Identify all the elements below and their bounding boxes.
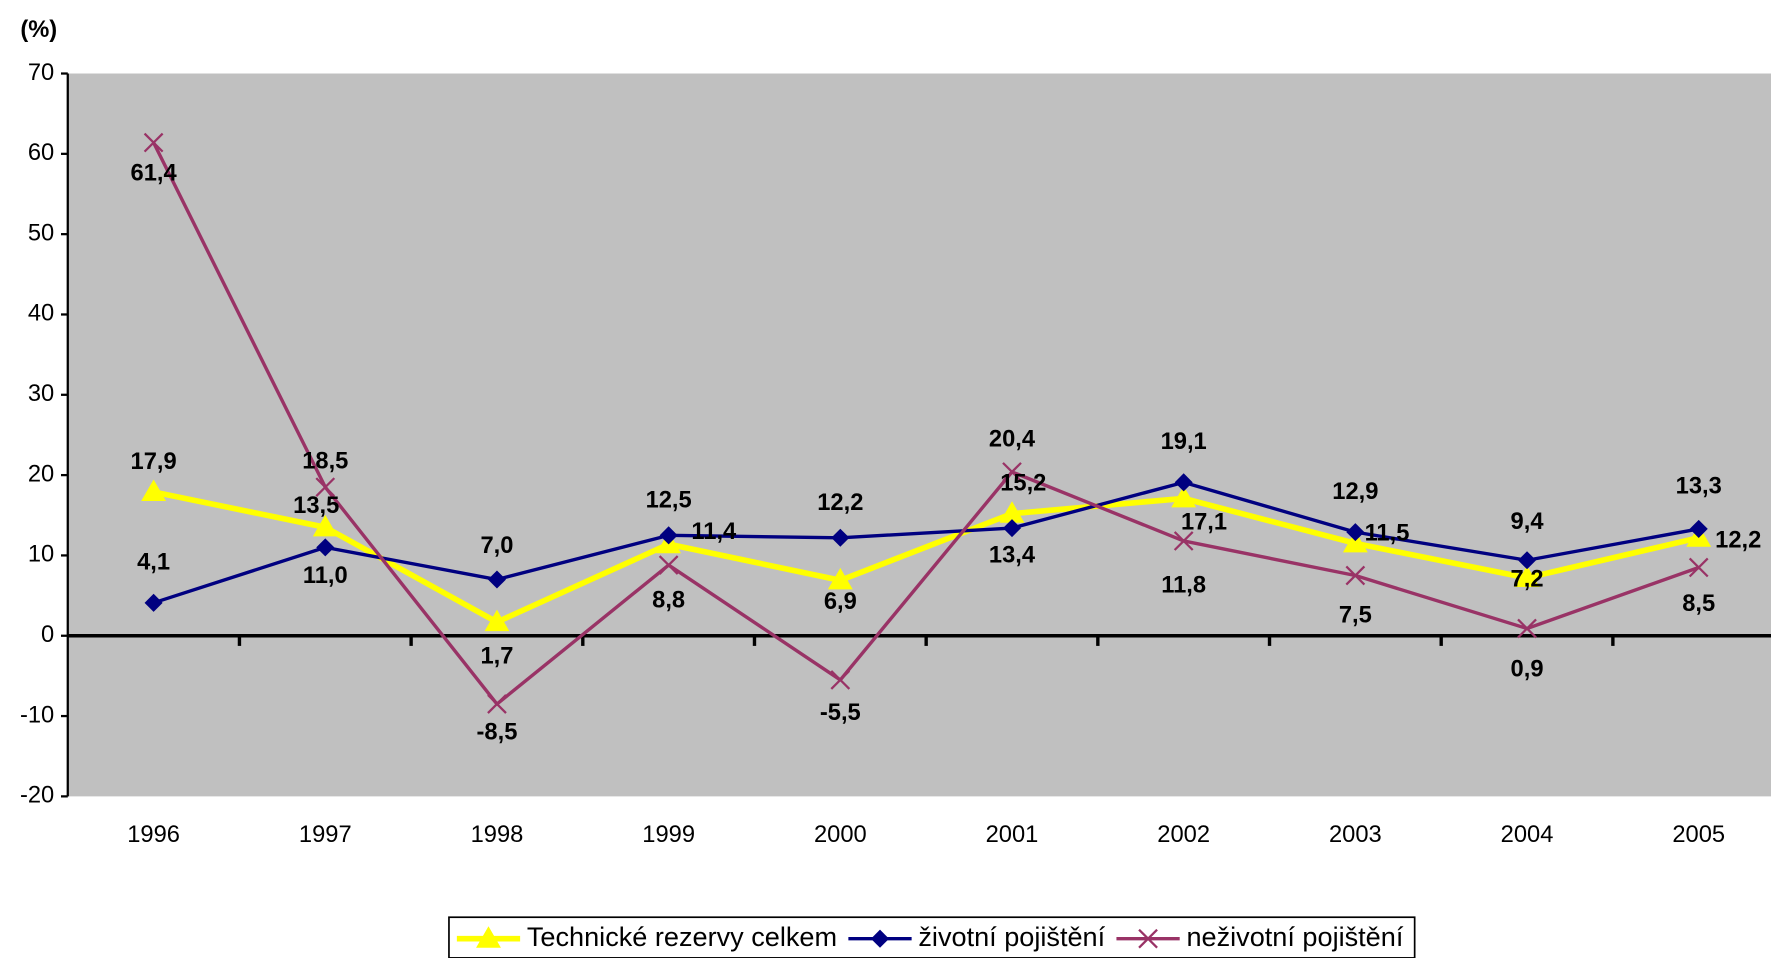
y-tick-label: 70: [28, 60, 54, 86]
data-point: [484, 609, 510, 632]
x-tick-label: 2004: [1501, 822, 1554, 848]
data-point: [312, 514, 338, 537]
data-label: 4,1: [137, 550, 170, 576]
x-tick-label: 2001: [986, 822, 1039, 848]
series-line: [153, 489, 1700, 625]
series-line: [152, 141, 1700, 706]
y-tick-label: 40: [28, 301, 54, 327]
data-point: [1517, 618, 1537, 639]
x-tick-label: 1998: [471, 822, 524, 848]
data-label: 11,8: [1161, 572, 1206, 598]
y-tick-label: 20: [28, 461, 54, 487]
data-label: 17,9: [131, 449, 177, 475]
legend-marker: [476, 926, 501, 948]
data-label: 15,2: [1000, 471, 1046, 497]
x-tick-label: 1996: [127, 822, 180, 848]
data-point: [999, 501, 1025, 523]
data-point: [1345, 565, 1366, 586]
data-point: [1173, 531, 1194, 551]
legend: Technické rezervy celkem životní pojištěn…: [448, 916, 1416, 958]
data-point: [1171, 485, 1197, 508]
data-point: [830, 670, 851, 690]
data-label: 0,9: [1511, 657, 1544, 683]
data-point: [143, 132, 164, 153]
data-label: 13,3: [1676, 473, 1722, 499]
data-label: 17,1: [1181, 510, 1227, 536]
data-label: 13,4: [989, 543, 1036, 569]
data-point: [827, 567, 853, 590]
data-label: 6,9: [824, 589, 857, 615]
data-point: [315, 477, 336, 497]
data-label: 61,4: [131, 160, 178, 186]
legend-label: neživotní pojištění: [1186, 921, 1403, 952]
y-tick-label: 0: [41, 622, 54, 648]
legend-label: životní pojištění: [918, 921, 1105, 952]
data-point: [144, 593, 163, 612]
y-tick-label: 50: [28, 220, 54, 246]
data-label: 18,5: [302, 449, 348, 475]
data-label: 8,5: [1682, 591, 1715, 617]
plot-area: [67, 73, 1771, 797]
data-label: 9,4: [1511, 509, 1545, 535]
data-point: [487, 694, 507, 714]
data-point: [141, 479, 167, 502]
series-line: [153, 480, 1700, 605]
data-label: -8,5: [477, 720, 518, 746]
x-tick-label: 2002: [1157, 822, 1210, 848]
data-label: 7,5: [1339, 602, 1372, 628]
data-label: -5,5: [820, 700, 861, 726]
y-tick-label: 30: [28, 381, 54, 407]
y-tick-label: 60: [28, 140, 54, 166]
x-tick-label: 1999: [642, 822, 695, 848]
data-point: [1514, 565, 1540, 587]
data-label: 11,4: [691, 519, 737, 545]
data-label: 11,5: [1365, 521, 1410, 547]
data-label: 8,8: [652, 587, 685, 613]
data-point: [658, 555, 679, 575]
data-point: [1342, 530, 1368, 553]
y-tick-label: -20: [20, 783, 54, 809]
y-tick-label: -10: [20, 702, 54, 728]
data-point: [1518, 551, 1537, 570]
data-label: 13,5: [293, 493, 339, 519]
data-label: 12,5: [646, 488, 692, 514]
legend-marker: [1138, 928, 1158, 949]
data-point: [1688, 557, 1709, 578]
data-label: 7,0: [480, 533, 513, 559]
x-tick-label: 1997: [299, 822, 352, 848]
data-point: [1346, 523, 1365, 542]
data-label: 12,2: [817, 490, 863, 516]
data-label: 19,1: [1161, 429, 1207, 455]
data-label: 20,4: [989, 427, 1036, 453]
x-tick-label: 2003: [1329, 822, 1382, 848]
x-tick-label: 2005: [1672, 822, 1725, 848]
legend-box: [448, 916, 1416, 958]
data-label: 11,0: [303, 563, 348, 589]
data-label: 12,2: [1715, 527, 1761, 553]
data-point: [831, 528, 850, 547]
y-axis-label: (%): [20, 17, 57, 43]
y-tick-label: 10: [28, 542, 54, 568]
data-point: [1002, 462, 1022, 482]
data-label: 12,9: [1332, 479, 1378, 505]
data-label: 7,2: [1511, 566, 1544, 592]
legend-label: Technické rezervy celkem: [527, 921, 837, 952]
data-point: [1002, 519, 1022, 538]
x-tick-label: 2000: [814, 822, 867, 848]
data-point: [1689, 519, 1708, 538]
data-label: 1,7: [480, 643, 513, 669]
